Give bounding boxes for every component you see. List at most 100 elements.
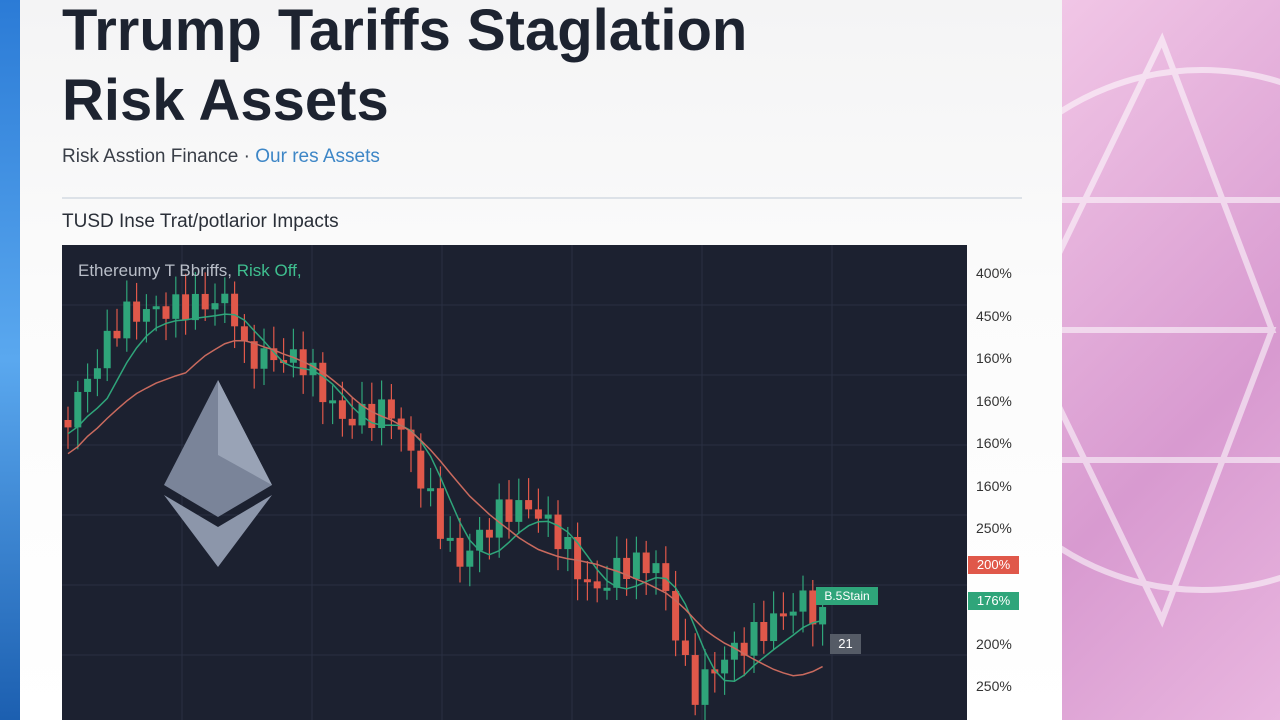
candle-body	[378, 399, 386, 429]
candle-body	[623, 557, 631, 579]
candle-body	[544, 514, 552, 519]
candle-body	[505, 499, 513, 522]
left-backdrop	[0, 0, 20, 720]
divider	[62, 197, 1022, 199]
candle-body	[574, 536, 582, 580]
candle-body	[211, 303, 219, 310]
axis-label: 176%	[968, 592, 1019, 610]
candle-body	[123, 301, 131, 339]
candle-body	[103, 330, 111, 369]
byline: Risk Asstion Finance · Our res Assets	[62, 146, 380, 168]
candle-body	[113, 330, 121, 339]
candle-body	[770, 613, 778, 642]
title: Trrump Tariffs Staglation Risk Assets	[62, 0, 747, 136]
candle-body	[172, 294, 180, 319]
candle-body	[819, 607, 827, 625]
candle-body	[593, 581, 601, 589]
axis-label: 450%	[976, 308, 1012, 324]
candle-body	[642, 552, 650, 574]
moving-average	[67, 339, 823, 677]
candle-body	[427, 488, 435, 492]
candle-body	[240, 326, 248, 342]
candle-body	[554, 514, 562, 550]
moving-average	[67, 313, 823, 683]
candle-body	[309, 362, 317, 376]
axis-label: 250%	[976, 520, 1012, 536]
axis-label: 200%	[968, 556, 1019, 574]
candle-body	[407, 429, 415, 451]
axis-label: 200%	[976, 636, 1012, 652]
candle-body	[721, 659, 729, 674]
candle-body	[525, 500, 533, 510]
candle-body	[84, 378, 92, 392]
candle-body	[329, 400, 337, 404]
candle-body	[779, 613, 787, 617]
candle-body	[485, 529, 493, 538]
candle-body	[368, 403, 376, 429]
byline-link[interactable]: Our res Assets	[255, 146, 380, 167]
candle-body	[250, 341, 258, 369]
candle-body	[446, 537, 454, 541]
candle-body	[809, 590, 817, 625]
candle-body	[93, 368, 101, 379]
byline-source: Risk Asstion Finance ·	[62, 146, 250, 167]
candle-body	[476, 529, 484, 551]
candle-body	[319, 362, 327, 403]
chart-caption: TUSD Inse Trat/potlarior Impacts	[62, 211, 339, 232]
candle-body	[417, 450, 425, 489]
candle-body	[260, 348, 268, 369]
candle-body	[289, 349, 297, 363]
candle-body	[338, 400, 346, 419]
chart-panel: Ethereumy T Bbriffs, Risk Off, B.5Stain …	[62, 245, 967, 720]
candle-body	[191, 293, 199, 321]
price-badge: 21	[830, 634, 861, 654]
candle-body	[740, 642, 748, 656]
title-line: Trrump Tariffs Staglation	[62, 0, 748, 63]
candle-body	[387, 399, 395, 419]
candle-body	[397, 418, 405, 430]
candle-body	[613, 557, 621, 588]
candle-body	[564, 536, 572, 550]
axis-label: 160%	[976, 393, 1012, 409]
axis-label: 400%	[976, 265, 1012, 281]
candle-body	[456, 537, 464, 567]
candle-body	[466, 550, 474, 567]
candle-body	[231, 293, 239, 327]
candle-body	[221, 293, 229, 304]
overlay-highlight: Risk Off,	[236, 261, 302, 280]
candle-body	[652, 563, 660, 574]
axis-label: 160%	[976, 435, 1012, 451]
ornament	[939, 32, 1280, 628]
candle-body	[701, 669, 709, 705]
candle-body	[534, 509, 542, 519]
candle-body	[152, 306, 160, 310]
candle-body	[583, 579, 591, 583]
candle-body	[691, 655, 699, 705]
candle-body	[495, 499, 503, 538]
candlestick-chart	[62, 245, 967, 720]
candle-body	[436, 488, 444, 539]
candle-body	[750, 622, 758, 656]
overlay-label: Ethereumy T Bbriffs,	[78, 261, 233, 280]
candle-body	[162, 306, 170, 319]
candle-body	[201, 293, 209, 310]
candle-body	[603, 587, 611, 591]
candle-body	[64, 420, 72, 428]
axis-label: 250%	[976, 678, 1012, 694]
candle-body	[681, 640, 689, 656]
candle-body	[182, 294, 190, 321]
candle-body	[799, 590, 807, 612]
candle-body	[760, 622, 768, 642]
candle-body	[672, 590, 680, 641]
right-backdrop	[939, 0, 1280, 720]
chart-overlay: Ethereumy T Bbriffs, Risk Off,	[78, 261, 302, 281]
price-badge: B.5Stain	[816, 587, 878, 605]
title-line: Risk Assets	[62, 68, 389, 133]
axis-label: 160%	[976, 350, 1012, 366]
candle-body	[133, 301, 141, 322]
candle-body	[74, 391, 82, 428]
candle-body	[515, 500, 523, 522]
candle-body	[662, 563, 670, 591]
candle-body	[142, 309, 150, 322]
